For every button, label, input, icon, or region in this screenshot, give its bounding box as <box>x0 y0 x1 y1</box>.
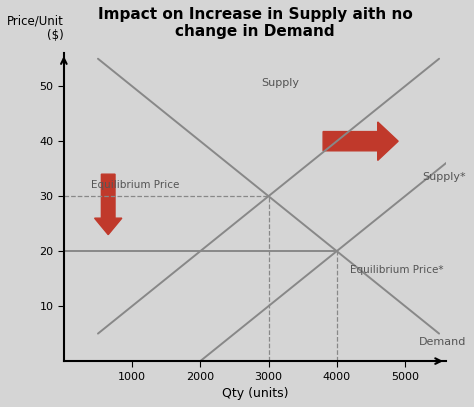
Text: Demand: Demand <box>419 337 466 347</box>
FancyArrow shape <box>94 174 122 235</box>
Text: Equilibrium Price: Equilibrium Price <box>91 180 180 190</box>
Text: Supply*: Supply* <box>422 172 465 182</box>
FancyArrow shape <box>323 122 398 160</box>
Title: Impact on Increase in Supply aith no
change in Demand: Impact on Increase in Supply aith no cha… <box>98 7 412 39</box>
Text: Supply: Supply <box>262 78 300 88</box>
Text: Equilibrium Price*: Equilibrium Price* <box>350 265 444 275</box>
Text: Price/Unit
($): Price/Unit ($) <box>7 14 64 42</box>
X-axis label: Qty (units): Qty (units) <box>222 387 288 400</box>
